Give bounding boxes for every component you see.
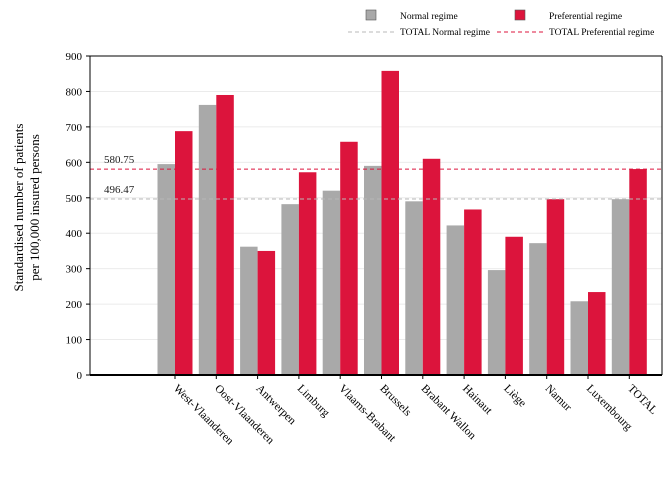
bar-normal-regime (157, 164, 175, 375)
bar-preferential-regime (340, 141, 358, 375)
bar-preferential-regime (464, 209, 482, 375)
bar-preferential-regime (175, 131, 193, 375)
y-tick-label: 300 (66, 264, 83, 276)
y-tick-label: 500 (66, 193, 83, 205)
bar-preferential-regime (381, 70, 399, 376)
bar-preferential-regime (588, 292, 606, 375)
bar-normal-regime (281, 204, 299, 375)
bar-normal-regime (487, 270, 506, 375)
x-tick-label: Namur (543, 383, 574, 414)
bar-normal-regime (529, 243, 547, 375)
reference-line-label: 580.75 (104, 154, 135, 166)
y-tick-label: 600 (66, 157, 83, 169)
bar-preferential-regime (216, 94, 234, 375)
bar-normal-regime (405, 201, 423, 375)
x-tick-label: Hainaut (460, 383, 495, 418)
bar-preferential-regime (298, 172, 317, 375)
x-tick-label: Brussels (377, 383, 413, 419)
reference-lines: 496.47 580.75 (90, 154, 662, 200)
bar-preferential-regime (546, 199, 565, 375)
bars (157, 70, 647, 376)
legend-swatch (365, 9, 377, 21)
y-tick-label: 700 (66, 122, 83, 134)
bar-normal-regime (198, 104, 217, 375)
bar-normal-regime (240, 246, 258, 375)
y-tick-label: 400 (66, 228, 83, 240)
bar-preferential-regime (629, 169, 647, 375)
bar-normal-regime (611, 199, 630, 375)
y-tick-label: 200 (66, 299, 83, 311)
legend: Normal regime Preferential regime TOTAL No… (348, 9, 654, 38)
bar-normal-regime (446, 225, 465, 375)
y-axis-label: per 100,000 insured persons (27, 134, 42, 281)
reference-line-label: 496.47 (104, 184, 135, 196)
y-tick-label: 0 (77, 370, 83, 382)
x-tick-label: Antwerpen (253, 383, 298, 428)
x-tick-label: TOTAL (625, 383, 659, 417)
legend-swatch (514, 9, 526, 21)
legend-label: TOTAL Preferential regime (549, 27, 654, 38)
legend-label: Normal regime (400, 12, 458, 22)
bar-preferential-regime (257, 250, 276, 375)
y-tick-label: 900 (66, 51, 83, 63)
y-axis-label: Standardised number of patients (11, 124, 26, 292)
bar-normal-regime (570, 301, 588, 375)
legend-label: TOTAL Normal regime (400, 28, 490, 38)
y-tick-label: 800 (66, 86, 83, 98)
bar-normal-regime (364, 165, 382, 375)
y-tick-label: 100 (66, 335, 83, 347)
x-tick-label: Liège (501, 383, 528, 410)
legend-label: Preferential regime (549, 11, 622, 22)
bar-preferential-regime (422, 158, 441, 375)
bar-normal-regime (322, 190, 341, 375)
bar-preferential-regime (505, 236, 523, 375)
x-tick-label: Limburg (295, 383, 332, 420)
